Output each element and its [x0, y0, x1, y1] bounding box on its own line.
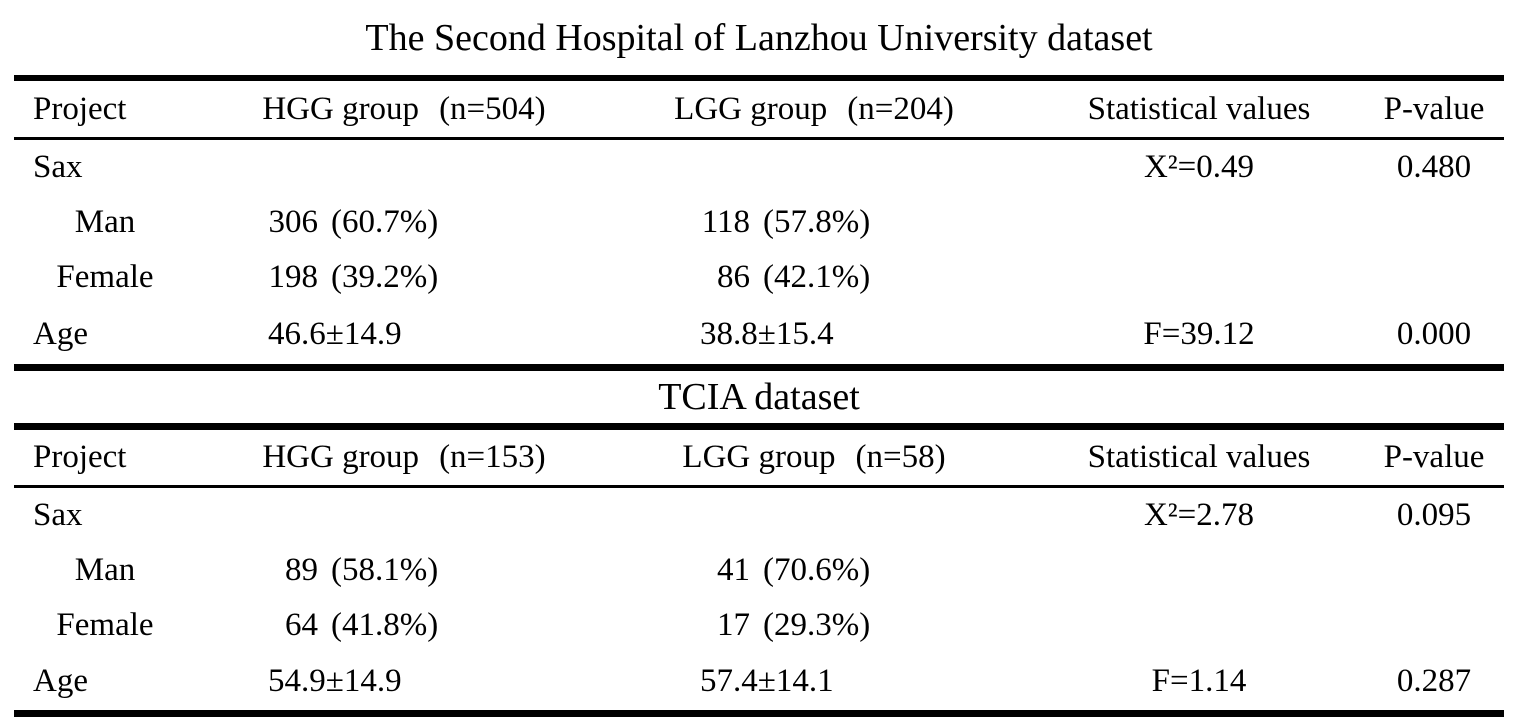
- hgg-group-label: HGG group: [262, 90, 420, 127]
- lgg-cell: 17 (29.3%): [594, 607, 1034, 644]
- percent-value: (41.8%): [331, 607, 439, 643]
- table-row-age: Age 54.9±14.9 57.4±14.1 F=1.14 0.287: [14, 653, 1504, 710]
- count-value: 306: [268, 204, 319, 240]
- lgg-cell: 118 (57.8%): [594, 204, 1034, 241]
- hgg-group-n: (n=153): [439, 439, 546, 475]
- percent-value: (57.8%): [763, 204, 871, 240]
- hgg-mean-value: 46.6±14.9: [268, 316, 402, 352]
- hgg-group-label: HGG group: [262, 439, 420, 475]
- hgg-group-n: (n=504): [439, 90, 546, 127]
- top-rule: [14, 75, 1504, 81]
- stat-value: X²=0.49: [1143, 149, 1255, 185]
- header-row-tcia: Project HGG group (n=153) LGG group (n=5…: [14, 430, 1504, 485]
- row-label: Age: [33, 663, 88, 699]
- count-value: 198: [268, 259, 319, 295]
- lgg-group-label: LGG group: [682, 439, 836, 475]
- row-label: Sax: [33, 149, 83, 185]
- stat-value: F=39.12: [1143, 316, 1255, 352]
- row-label-cell: Man: [14, 204, 214, 241]
- hgg-cell: 198 (39.2%): [214, 259, 594, 296]
- table-row-age: Age 46.6±14.9 38.8±15.4 F=39.12 0.000: [14, 305, 1504, 364]
- p-value: 0.095: [1396, 497, 1472, 533]
- section-title-tcia: TCIA dataset: [658, 376, 860, 418]
- col-header-lgg: LGG group (n=58): [594, 439, 1034, 476]
- percent-value: (60.7%): [331, 204, 439, 240]
- count-value: 64: [285, 607, 318, 643]
- count-value: 89: [285, 552, 318, 588]
- table-row-female: Female 64 (41.8%) 17 (29.3%): [14, 598, 1504, 653]
- count-value: 41: [717, 552, 750, 588]
- stat-value: F=1.14: [1151, 663, 1247, 699]
- hgg-cell: 306 (60.7%): [214, 204, 594, 241]
- lgg-cell: 86 (42.1%): [594, 259, 1034, 296]
- row-label-cell: Female: [14, 607, 214, 644]
- section-title-lanzhou: The Second Hospital of Lanzhou Universit…: [365, 16, 1153, 59]
- header-rule: [14, 485, 1504, 488]
- col-header-stat: Statistical values: [1087, 439, 1311, 475]
- lgg-group-label: LGG group: [674, 90, 828, 127]
- row-label-cell: Female: [14, 259, 214, 296]
- col-header-hgg: HGG group (n=153): [214, 439, 594, 476]
- row-label: Female: [56, 607, 154, 643]
- lgg-group-n: (n=204): [847, 90, 954, 127]
- col-header-project: Project: [33, 90, 127, 127]
- col-header-stat: Statistical values: [1087, 90, 1311, 127]
- percent-value: (42.1%): [763, 259, 871, 295]
- bottom-rule: [14, 710, 1504, 717]
- count-value: 86: [717, 259, 750, 295]
- row-label: Female: [56, 259, 154, 295]
- percent-value: (29.3%): [763, 607, 871, 643]
- percent-value: (70.6%): [763, 552, 871, 588]
- lgg-cell: 41 (70.6%): [594, 552, 1034, 589]
- count-value: 17: [717, 607, 750, 643]
- p-value: 0.480: [1396, 149, 1472, 185]
- row-label: Sax: [33, 497, 83, 533]
- row-label: Age: [33, 316, 88, 352]
- table-row-sax: Sax X²=0.49 0.480: [14, 140, 1504, 195]
- lgg-mean-value: 57.4±14.1: [700, 663, 834, 699]
- row-label: Man: [74, 204, 136, 240]
- table-row-man: Man 89 (58.1%) 41 (70.6%): [14, 543, 1504, 598]
- count-value: 118: [701, 204, 750, 240]
- section-divider-rule: [14, 364, 1504, 371]
- table-row-man: Man 306 (60.7%) 118 (57.8%): [14, 195, 1504, 250]
- section-rule: [14, 423, 1504, 430]
- col-header-hgg: HGG group (n=504): [214, 91, 594, 128]
- hgg-mean-value: 54.9±14.9: [268, 663, 402, 699]
- row-label: Man: [74, 552, 136, 588]
- hgg-cell: 64 (41.8%): [214, 607, 594, 644]
- table-row-sax: Sax X²=2.78 0.095: [14, 488, 1504, 543]
- col-header-project: Project: [33, 439, 127, 475]
- col-header-pvalue: P-value: [1383, 439, 1485, 475]
- lgg-group-n: (n=58): [855, 439, 946, 475]
- hgg-cell: 89 (58.1%): [214, 552, 594, 589]
- header-rule: [14, 137, 1504, 140]
- percent-value: (58.1%): [331, 552, 439, 588]
- lgg-mean-value: 38.8±15.4: [700, 316, 834, 352]
- p-value: 0.287: [1396, 663, 1472, 699]
- p-value: 0.000: [1396, 316, 1472, 352]
- row-label-cell: Man: [14, 552, 214, 589]
- col-header-lgg: LGG group (n=204): [594, 91, 1034, 128]
- stat-value: X²=2.78: [1143, 497, 1255, 533]
- col-header-pvalue: P-value: [1383, 90, 1485, 127]
- percent-value: (39.2%): [331, 259, 439, 295]
- table-row-female: Female 198 (39.2%) 86 (42.1%): [14, 250, 1504, 305]
- header-row-lanzhou: Project HGG group (n=504) LGG group (n=2…: [14, 81, 1504, 137]
